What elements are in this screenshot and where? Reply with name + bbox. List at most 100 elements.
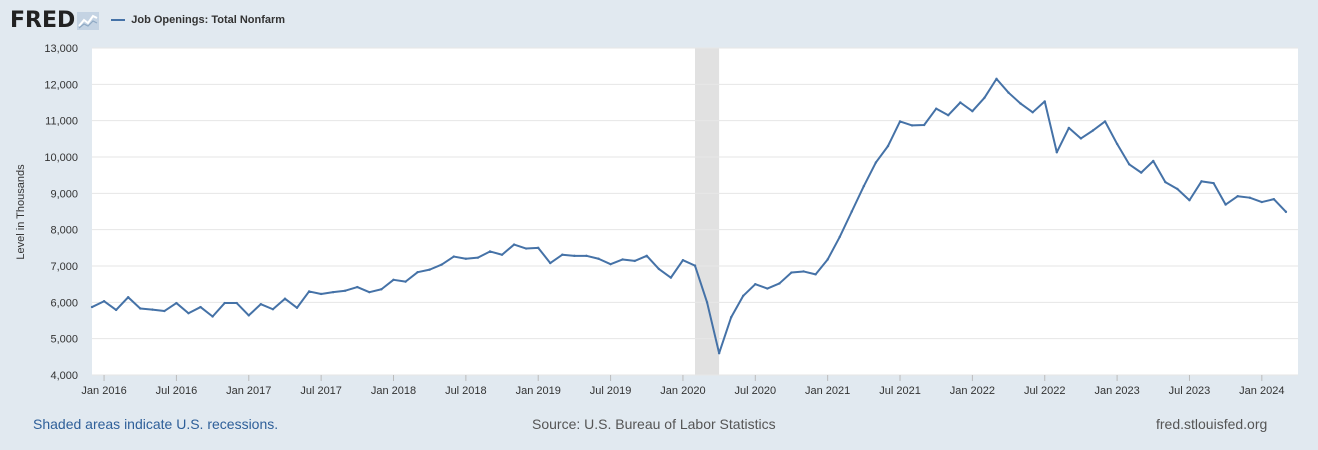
y-tick-label: 4,000 bbox=[50, 370, 78, 382]
data-point bbox=[151, 308, 154, 311]
x-tick-label: Jul 2017 bbox=[300, 385, 342, 397]
data-point bbox=[295, 306, 299, 309]
data-point bbox=[102, 300, 106, 303]
data-point bbox=[645, 254, 648, 258]
data-point bbox=[549, 261, 552, 265]
data-point bbox=[163, 309, 166, 313]
data-point bbox=[669, 276, 673, 279]
x-tick-label: Jan 2016 bbox=[81, 385, 126, 397]
data-point bbox=[838, 235, 841, 239]
data-point bbox=[464, 257, 468, 260]
data-point bbox=[452, 255, 455, 258]
data-point bbox=[1127, 163, 1131, 166]
y-tick-label: 8,000 bbox=[50, 225, 78, 237]
x-tick-label: Jan 2022 bbox=[950, 385, 995, 397]
data-point bbox=[126, 296, 130, 299]
x-tick-label: Jul 2016 bbox=[156, 385, 198, 397]
data-point bbox=[1272, 197, 1276, 201]
data-point bbox=[1236, 195, 1239, 198]
data-point bbox=[211, 315, 214, 318]
x-tick-label: Jan 2021 bbox=[805, 385, 850, 397]
data-point bbox=[850, 210, 853, 213]
data-point bbox=[114, 308, 118, 312]
data-point bbox=[1055, 151, 1059, 154]
data-point bbox=[717, 352, 721, 355]
data-point bbox=[1067, 126, 1071, 130]
x-tick-label: Jan 2019 bbox=[516, 385, 561, 397]
y-axis-ticks: 4,000 5,000 6,000 7,000 8,000 9,000 10,000 11,0… bbox=[44, 43, 78, 382]
data-point bbox=[537, 246, 540, 250]
data-point bbox=[259, 302, 263, 306]
data-point bbox=[524, 247, 528, 250]
data-point bbox=[1140, 171, 1143, 174]
legend[interactable]: Job Openings: Total Nonfarm bbox=[111, 14, 285, 26]
gridlines bbox=[92, 47, 1298, 376]
x-tick-label: Jul 2019 bbox=[590, 385, 632, 397]
chart[interactable]: 4,000 5,000 6,000 7,000 8,000 9,000 10,000 11,0… bbox=[0, 0, 1318, 410]
data-point bbox=[935, 107, 938, 110]
data-point bbox=[742, 294, 745, 297]
data-point bbox=[802, 270, 805, 273]
recession-band bbox=[695, 48, 720, 375]
data-point bbox=[983, 96, 986, 99]
data-point bbox=[693, 264, 697, 267]
data-point bbox=[1248, 196, 1251, 199]
x-tick-label: Jan 2020 bbox=[660, 385, 705, 397]
data-point bbox=[416, 270, 419, 274]
y-tick-label: 11,000 bbox=[45, 116, 78, 128]
y-tick-label: 9,000 bbox=[50, 188, 78, 200]
data-point bbox=[476, 256, 480, 259]
data-point bbox=[862, 184, 866, 188]
recession-note-link[interactable]: Shaded areas indicate U.S. recessions. bbox=[33, 416, 279, 432]
data-point bbox=[344, 289, 347, 292]
data-point bbox=[332, 290, 335, 294]
data-point bbox=[766, 287, 769, 290]
x-tick-label: Jan 2023 bbox=[1094, 385, 1139, 397]
data-point bbox=[790, 271, 793, 274]
data-point bbox=[500, 253, 504, 256]
data-point bbox=[1007, 91, 1010, 94]
data-point bbox=[922, 123, 926, 127]
site-link[interactable]: fred.stlouisfed.org bbox=[1156, 416, 1268, 432]
fred-logo[interactable]: FRED bbox=[10, 7, 76, 33]
source-text: Source: U.S. Bureau of Labor Statistics bbox=[532, 416, 776, 432]
y-tick-label: 5,000 bbox=[50, 334, 78, 346]
data-point bbox=[995, 77, 998, 81]
series-group bbox=[90, 77, 1288, 355]
x-tick-label: Jul 2021 bbox=[879, 385, 921, 397]
data-point bbox=[959, 101, 962, 104]
data-point bbox=[657, 267, 661, 271]
data-point bbox=[1043, 100, 1046, 103]
data-point bbox=[898, 120, 902, 123]
data-point bbox=[380, 288, 383, 291]
data-point bbox=[368, 290, 371, 294]
data-point bbox=[1091, 129, 1095, 132]
data-point bbox=[139, 307, 142, 310]
data-point bbox=[947, 114, 950, 117]
data-point bbox=[404, 280, 407, 283]
data-point bbox=[223, 301, 226, 305]
data-point bbox=[681, 258, 685, 262]
fred-line-graph-icon bbox=[77, 12, 100, 30]
x-tick-label: Jan 2018 bbox=[371, 385, 416, 397]
data-point bbox=[175, 301, 178, 305]
data-point bbox=[754, 282, 757, 286]
data-point bbox=[440, 263, 443, 266]
data-point bbox=[247, 314, 250, 317]
data-point bbox=[561, 253, 564, 256]
y-tick-label: 7,000 bbox=[50, 261, 78, 273]
y-tick-label: 12,000 bbox=[44, 79, 78, 91]
data-point bbox=[283, 297, 287, 300]
data-point bbox=[585, 254, 588, 258]
data-point bbox=[1115, 142, 1119, 146]
data-point bbox=[886, 144, 890, 148]
data-point bbox=[778, 282, 781, 285]
x-tick-label: Jul 2018 bbox=[445, 385, 487, 397]
y-axis-label: Level in Thousands bbox=[15, 164, 27, 260]
data-point bbox=[1224, 203, 1227, 206]
x-tick-label: Jul 2023 bbox=[1169, 385, 1211, 397]
data-point bbox=[1176, 187, 1179, 191]
data-point bbox=[307, 290, 311, 293]
data-point bbox=[597, 257, 600, 260]
data-point bbox=[633, 259, 636, 263]
